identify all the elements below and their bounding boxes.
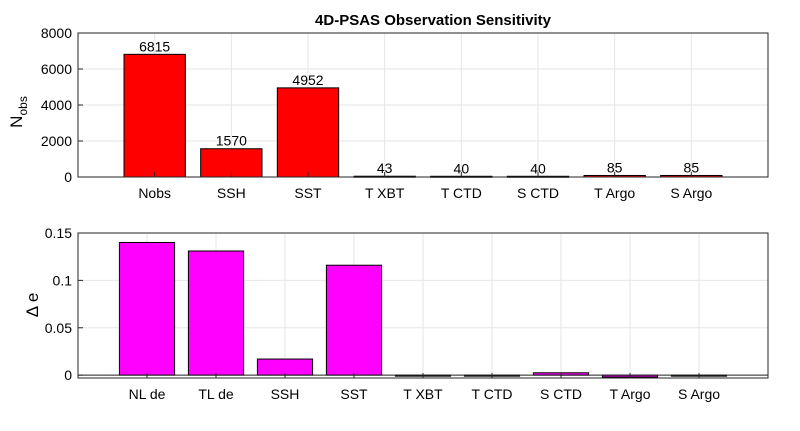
x-tick-label: T CTD bbox=[441, 185, 482, 201]
data-label: 1570 bbox=[216, 133, 247, 149]
axes-box bbox=[77, 232, 769, 379]
x-tick-label: T Argo bbox=[594, 185, 635, 201]
x-tick-label: T CTD bbox=[472, 386, 513, 402]
chart-title: 4D-PSAS Observation Sensitivity bbox=[315, 12, 552, 29]
y-tick-label: 0 bbox=[64, 169, 72, 185]
x-tick-label: S CTD bbox=[517, 185, 559, 201]
y-tick-label: 0.1 bbox=[53, 272, 73, 288]
y-tick-label: 0 bbox=[64, 367, 72, 383]
x-tick-label: T Argo bbox=[610, 386, 651, 402]
x-tick-label: TL de bbox=[198, 386, 233, 402]
x-tick-label: T XBT bbox=[365, 185, 405, 201]
bar-ssh bbox=[256, 358, 314, 376]
y-tick-label: 8000 bbox=[41, 25, 72, 41]
bar-nobs bbox=[123, 53, 186, 178]
bottom-y-axis-label: Δ e bbox=[23, 293, 42, 318]
x-tick-label: Nobs bbox=[138, 185, 171, 201]
axes-box bbox=[77, 32, 769, 178]
top-y-axis-label-main: N bbox=[7, 116, 26, 128]
observation-count-chart: 0 2000 4000 6000 8000 6815 Nobs 1570 SSH 4952 SST 4… bbox=[41, 25, 769, 201]
data-label: 40 bbox=[530, 160, 546, 176]
bar-sst bbox=[276, 87, 340, 178]
y-tick-label: 0.05 bbox=[45, 320, 72, 336]
data-label: 85 bbox=[607, 159, 623, 175]
x-tick-label: SSH bbox=[271, 386, 300, 402]
x-tick-label: NL de bbox=[129, 386, 166, 402]
y-tick-label: 6000 bbox=[41, 61, 72, 77]
data-label: 43 bbox=[377, 160, 393, 176]
data-label: 4952 bbox=[292, 72, 323, 88]
data-label: 6815 bbox=[139, 38, 170, 54]
x-tick-label: S CTD bbox=[540, 386, 582, 402]
bar-sst bbox=[325, 264, 383, 376]
y-tick-label: 0.15 bbox=[45, 225, 72, 241]
data-label: 40 bbox=[454, 160, 470, 176]
x-tick-label: SST bbox=[294, 185, 322, 201]
x-tick-label: T XBT bbox=[403, 386, 443, 402]
x-tick-label: S Argo bbox=[670, 185, 712, 201]
data-label: 85 bbox=[684, 159, 700, 175]
top-y-axis-label: Nobs bbox=[7, 96, 30, 128]
bar-nl-de bbox=[118, 241, 176, 376]
y-tick-label: 2000 bbox=[41, 133, 72, 149]
x-tick-label: SSH bbox=[217, 185, 246, 201]
top-y-axis-label-subscript: obs bbox=[16, 96, 30, 115]
bar-tl-de bbox=[187, 250, 245, 376]
x-tick-label: S Argo bbox=[678, 386, 720, 402]
delta-e-chart: 0 0.05 0.1 0.15 NL de TL de SSH SST T XBT T CTD S … bbox=[45, 225, 769, 402]
y-tick-label: 4000 bbox=[41, 97, 72, 113]
x-tick-label: SST bbox=[340, 386, 368, 402]
